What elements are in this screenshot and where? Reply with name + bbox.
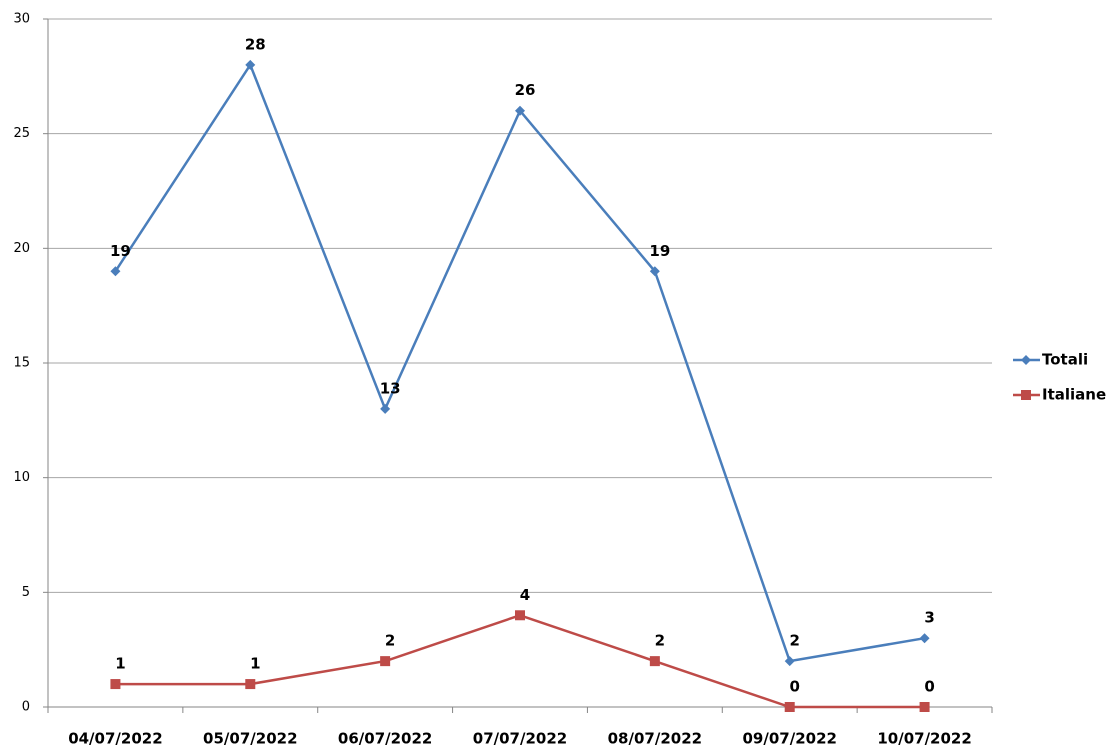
data-point — [110, 679, 121, 690]
data-point — [380, 656, 391, 667]
data-label: 28 — [245, 35, 266, 53]
y-tick-label: 5 — [22, 585, 30, 600]
x-tick-label: 09/07/2022 — [742, 730, 836, 748]
data-point — [919, 702, 930, 712]
data-label: 3 — [924, 609, 934, 627]
legend-label: Italiane — [1042, 386, 1106, 404]
data-point — [649, 656, 660, 667]
data-point — [784, 656, 795, 667]
data-point — [245, 59, 256, 70]
x-tick-label: 04/07/2022 — [68, 730, 162, 748]
data-point — [515, 105, 525, 116]
data-point — [649, 266, 660, 277]
y-tick-label: 10 — [13, 470, 30, 485]
series-line — [115, 613, 925, 709]
y-tick-label: 15 — [13, 356, 30, 371]
legend-marker — [1021, 355, 1031, 365]
data-label: 0 — [924, 678, 934, 696]
data-point — [245, 679, 256, 690]
y-tick-label: 20 — [13, 241, 30, 256]
data-point — [919, 633, 930, 644]
data-point — [110, 266, 121, 277]
data-label: 2 — [789, 632, 799, 650]
x-tick-label: 07/07/2022 — [473, 730, 567, 748]
data-label: 2 — [385, 632, 395, 650]
data-point — [784, 702, 795, 712]
legend-marker — [1021, 390, 1031, 400]
data-label: 2 — [655, 632, 665, 650]
data-label: 19 — [110, 242, 131, 260]
data-label: 19 — [649, 242, 670, 260]
legend-label: Totali — [1042, 351, 1088, 369]
x-tick-label: 05/07/2022 — [203, 730, 297, 748]
data-point — [380, 403, 391, 414]
y-tick-label: 25 — [13, 126, 30, 141]
data-label: 1 — [250, 655, 260, 673]
data-label: 13 — [380, 379, 401, 397]
data-label: 26 — [515, 81, 536, 99]
x-tick-label: 06/07/2022 — [338, 730, 432, 748]
x-tick-label: 08/07/2022 — [608, 730, 702, 748]
data-label: 0 — [789, 678, 799, 696]
data-label: 1 — [115, 655, 125, 673]
y-tick-label: 30 — [13, 12, 30, 27]
data-point — [515, 610, 525, 621]
data-label: 4 — [520, 586, 530, 604]
x-tick-label: 10/07/2022 — [877, 730, 971, 748]
y-tick-label: 0 — [22, 700, 30, 715]
